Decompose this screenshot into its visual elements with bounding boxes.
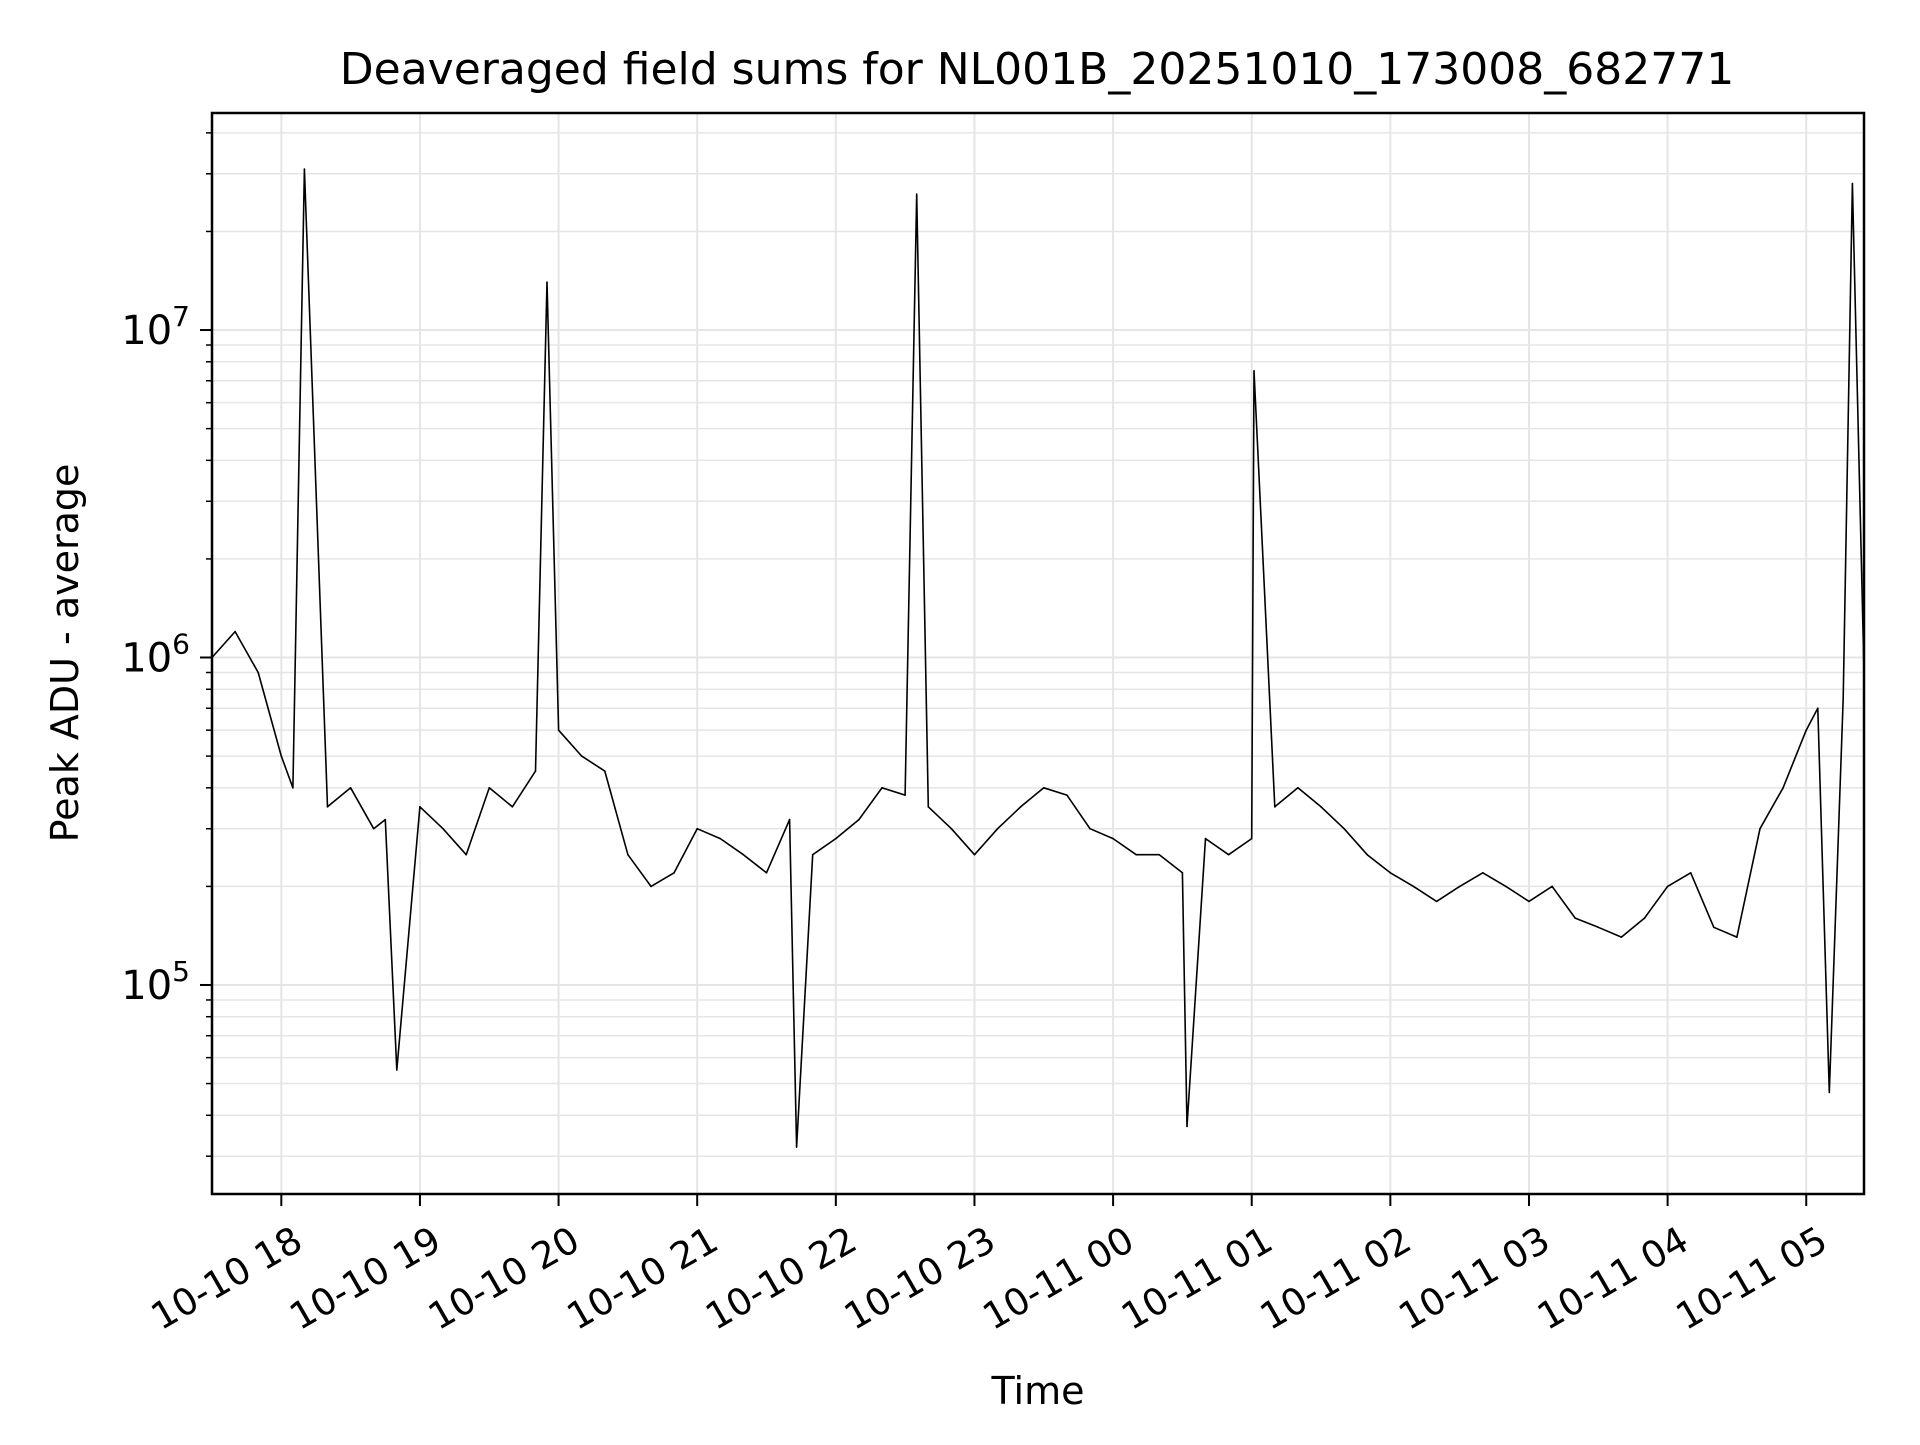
data-point bbox=[384, 818, 387, 821]
data-point bbox=[292, 787, 294, 789]
data-point bbox=[1366, 853, 1369, 856]
data-point bbox=[234, 630, 236, 633]
data-point bbox=[303, 168, 306, 170]
data-point bbox=[488, 787, 491, 789]
data-point bbox=[719, 837, 722, 840]
data-point bbox=[1204, 837, 1207, 840]
y-tick-base: 10 bbox=[121, 636, 172, 682]
data-point bbox=[1253, 370, 1255, 372]
data-point bbox=[1320, 806, 1322, 808]
data-point bbox=[442, 827, 444, 830]
data-point bbox=[1805, 729, 1808, 731]
data-point bbox=[795, 1146, 798, 1148]
series-layer bbox=[211, 168, 1865, 1148]
data-point bbox=[927, 806, 930, 808]
data-point bbox=[580, 755, 583, 757]
y-tick-label: 107 bbox=[121, 300, 190, 354]
data-point bbox=[1412, 885, 1415, 888]
data-point bbox=[835, 837, 837, 840]
data-point bbox=[280, 755, 283, 757]
plot-frame bbox=[210, 111, 1866, 1196]
data-point bbox=[1481, 872, 1484, 874]
data-point bbox=[534, 770, 537, 772]
y-tick-exponent: 5 bbox=[172, 955, 190, 988]
data-point bbox=[1666, 885, 1669, 888]
data-point bbox=[915, 193, 918, 195]
data-point bbox=[1842, 697, 1845, 700]
y-tick-label: 106 bbox=[121, 628, 190, 682]
data-point bbox=[1158, 853, 1161, 856]
data-point bbox=[673, 872, 675, 874]
data-point bbox=[650, 885, 652, 888]
chart-title: Deaveraged field sums for NL001B_2025101… bbox=[340, 44, 1734, 95]
data-point bbox=[1343, 827, 1345, 830]
data-point bbox=[546, 281, 548, 283]
data-point bbox=[465, 853, 467, 856]
data-point bbox=[1042, 787, 1045, 789]
data-point bbox=[1574, 917, 1576, 919]
data-point bbox=[1620, 936, 1623, 938]
data-point bbox=[765, 872, 768, 874]
data-point bbox=[696, 827, 699, 830]
x-axis-label: Time bbox=[991, 1369, 1085, 1413]
grid-layer bbox=[212, 113, 1864, 1194]
data-point bbox=[1597, 926, 1600, 929]
y-tick-base: 10 bbox=[121, 963, 172, 1009]
data-point bbox=[1135, 853, 1137, 856]
data-point bbox=[858, 818, 860, 821]
data-point bbox=[742, 853, 745, 856]
y-tick-label: 105 bbox=[121, 955, 190, 1009]
data-point bbox=[557, 729, 560, 731]
data-point bbox=[1551, 885, 1553, 888]
data-point bbox=[1851, 182, 1854, 185]
series-line bbox=[211, 168, 1865, 1148]
y-tick-base: 10 bbox=[121, 308, 172, 354]
data-point bbox=[950, 827, 953, 830]
data-point bbox=[1643, 917, 1646, 919]
data-point bbox=[1759, 827, 1761, 830]
data-point bbox=[1227, 853, 1230, 856]
data-point bbox=[603, 770, 606, 772]
data-point bbox=[1112, 837, 1114, 840]
data-point bbox=[1297, 787, 1299, 789]
data-point bbox=[1389, 872, 1392, 874]
data-point bbox=[1274, 806, 1276, 808]
y-tick-exponent: 6 bbox=[172, 628, 190, 661]
data-point bbox=[1019, 806, 1022, 808]
data-point bbox=[1181, 872, 1184, 874]
y-tick-exponent: 7 bbox=[172, 300, 190, 333]
data-point bbox=[326, 806, 329, 808]
data-point bbox=[1186, 1125, 1188, 1128]
data-point bbox=[996, 827, 999, 830]
data-point bbox=[419, 806, 421, 808]
data-point bbox=[1066, 794, 1068, 796]
data-point bbox=[1782, 787, 1784, 789]
data-point bbox=[396, 1069, 398, 1071]
data-point bbox=[627, 853, 629, 856]
data-point bbox=[1505, 885, 1507, 888]
data-point bbox=[257, 671, 260, 674]
data-point bbox=[973, 853, 976, 856]
data-point bbox=[372, 827, 375, 830]
data-point bbox=[1250, 837, 1253, 840]
data-point bbox=[349, 787, 352, 789]
data-point bbox=[1089, 827, 1091, 830]
data-point bbox=[1736, 936, 1738, 938]
data-point bbox=[1435, 900, 1438, 903]
data-point bbox=[511, 806, 514, 808]
data-point bbox=[1458, 885, 1461, 888]
data-point bbox=[1689, 872, 1692, 874]
data-point bbox=[811, 853, 814, 856]
data-point bbox=[1816, 707, 1819, 710]
y-axis-label: Peak ADU - average bbox=[43, 464, 87, 843]
data-point bbox=[1528, 900, 1530, 903]
data-point bbox=[1713, 926, 1715, 929]
data-point bbox=[904, 794, 906, 796]
data-point bbox=[1828, 1091, 1831, 1094]
data-point bbox=[881, 787, 883, 789]
data-point bbox=[788, 818, 791, 821]
